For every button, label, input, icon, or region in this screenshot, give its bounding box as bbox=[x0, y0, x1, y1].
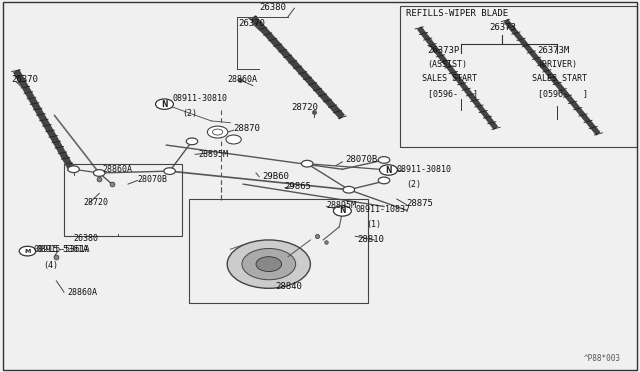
Text: 28840: 28840 bbox=[275, 282, 302, 291]
Text: 26370: 26370 bbox=[12, 76, 38, 84]
Text: 26373P: 26373P bbox=[428, 46, 460, 55]
Circle shape bbox=[301, 160, 313, 167]
Circle shape bbox=[186, 138, 198, 145]
Text: 28895M: 28895M bbox=[326, 201, 356, 210]
Text: 28860A: 28860A bbox=[102, 165, 132, 174]
Text: 26380: 26380 bbox=[259, 3, 286, 12]
Text: 08911-30810: 08911-30810 bbox=[173, 94, 228, 103]
Bar bbox=[64, 164, 182, 236]
Circle shape bbox=[207, 126, 228, 138]
Circle shape bbox=[380, 165, 397, 175]
Text: SALES START: SALES START bbox=[422, 74, 477, 83]
Text: N: N bbox=[161, 100, 168, 109]
Text: 08915-5361A: 08915-5361A bbox=[36, 246, 90, 254]
Text: REFILLS-WIPER BLADE: REFILLS-WIPER BLADE bbox=[406, 9, 509, 17]
Text: 08911-10837: 08911-10837 bbox=[355, 205, 410, 214]
Circle shape bbox=[93, 170, 105, 176]
Bar bbox=[400, 6, 637, 147]
Circle shape bbox=[227, 240, 310, 288]
Text: 29865: 29865 bbox=[285, 182, 312, 191]
Text: 28070B: 28070B bbox=[346, 155, 378, 164]
Text: 28860A: 28860A bbox=[67, 288, 97, 296]
Text: 28810: 28810 bbox=[357, 235, 384, 244]
Text: (DRIVER): (DRIVER) bbox=[538, 60, 578, 69]
Text: SALES START: SALES START bbox=[532, 74, 588, 83]
Text: 29B60: 29B60 bbox=[262, 172, 289, 181]
Circle shape bbox=[19, 246, 36, 256]
Text: 28860A: 28860A bbox=[227, 76, 257, 84]
Text: 28895M: 28895M bbox=[198, 150, 228, 159]
Text: N: N bbox=[339, 206, 346, 215]
Text: 08911-30810: 08911-30810 bbox=[397, 165, 452, 174]
Text: (2): (2) bbox=[182, 109, 197, 118]
Circle shape bbox=[68, 166, 79, 173]
Circle shape bbox=[242, 248, 296, 280]
Text: 28870: 28870 bbox=[234, 124, 260, 133]
Circle shape bbox=[226, 135, 241, 144]
Text: 26373M: 26373M bbox=[538, 46, 570, 55]
Text: 28070B: 28070B bbox=[138, 175, 168, 184]
Text: 28875: 28875 bbox=[406, 199, 433, 208]
Text: ^P88*003: ^P88*003 bbox=[584, 354, 621, 363]
Text: 28720: 28720 bbox=[291, 103, 318, 112]
Text: (2): (2) bbox=[406, 180, 421, 189]
Circle shape bbox=[343, 186, 355, 193]
Circle shape bbox=[378, 157, 390, 163]
Text: M: M bbox=[24, 248, 31, 254]
Text: 08915-5361A: 08915-5361A bbox=[33, 246, 88, 254]
Circle shape bbox=[256, 257, 282, 272]
Text: (1): (1) bbox=[366, 220, 381, 229]
Circle shape bbox=[156, 99, 173, 109]
Text: [0596-   ]: [0596- ] bbox=[538, 89, 588, 98]
Text: N: N bbox=[385, 166, 392, 174]
Text: [0596-   ]: [0596- ] bbox=[428, 89, 477, 98]
Text: 26370: 26370 bbox=[239, 19, 266, 28]
Text: 26380: 26380 bbox=[74, 234, 99, 243]
Text: 28720: 28720 bbox=[83, 198, 108, 207]
Bar bbox=[189, 199, 368, 303]
Circle shape bbox=[212, 129, 223, 135]
Circle shape bbox=[333, 206, 351, 216]
Text: (ASSIST): (ASSIST) bbox=[428, 60, 468, 69]
Circle shape bbox=[378, 177, 390, 184]
Text: (4): (4) bbox=[44, 262, 58, 270]
Text: 26373: 26373 bbox=[489, 23, 516, 32]
Circle shape bbox=[164, 168, 175, 174]
